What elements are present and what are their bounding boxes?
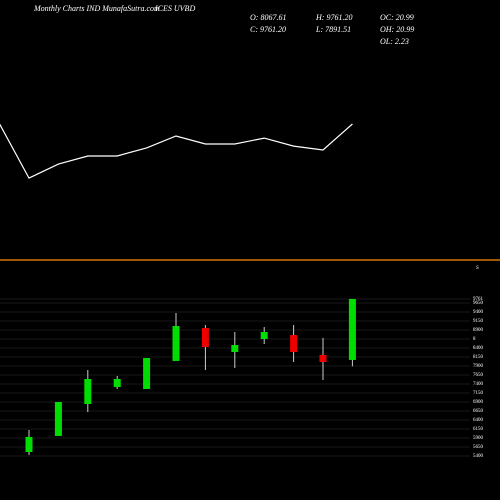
candle-body — [201, 327, 209, 347]
y-tick-label: 7650 — [473, 373, 484, 378]
ohlc-stat: H: 9761.20 — [315, 13, 352, 22]
candle-body — [231, 345, 239, 352]
y-tick-label: 7900 — [473, 364, 484, 369]
ohlc-stat: L: 7891.51 — [315, 25, 351, 34]
candle-body — [84, 378, 92, 405]
y-tick-label: 9400 — [473, 310, 484, 315]
y-tick-label: 8900 — [473, 328, 484, 333]
ohlc-stat: O: 8067.61 — [250, 13, 286, 22]
y-tick-label: 6400 — [473, 418, 484, 423]
candle-body — [143, 358, 151, 390]
ohlc-stat: OL: 2.23 — [380, 37, 409, 46]
ohlc-stat: C: 9761.20 — [250, 25, 286, 34]
y-tick-label: 8150 — [473, 355, 484, 360]
candle-body — [319, 354, 327, 363]
symbol: ICES UVBD — [154, 4, 195, 13]
level-label: S — [476, 266, 479, 271]
y-tick-label: 6900 — [473, 400, 484, 405]
y-tick-label: 9761 — [473, 297, 484, 302]
indicator-line — [0, 123, 353, 179]
candle-body — [172, 326, 180, 361]
y-tick-label: 8400 — [473, 346, 484, 351]
y-tick-label: 7400 — [473, 382, 484, 387]
candle-body — [260, 332, 268, 339]
y-tick-label: 5900 — [473, 436, 484, 441]
y-tick-label: 7150 — [473, 391, 484, 396]
ohlc-stat: OH: 20.99 — [380, 25, 414, 34]
y-tick-label: 6150 — [473, 427, 484, 432]
y-tick-label: 5400 — [473, 454, 484, 459]
y-tick-label: 8 — [473, 337, 476, 342]
y-tick-label: 6650 — [473, 409, 484, 414]
candle-body — [25, 436, 33, 453]
candle-body — [113, 378, 121, 387]
y-tick-label: 9150 — [473, 319, 484, 324]
y-tick-label: 5650 — [473, 445, 484, 450]
site-title: Monthly Charts IND MunafaSutra.com — [33, 4, 160, 13]
candle-body — [54, 402, 62, 436]
y-tick-label: 9650 — [473, 301, 484, 306]
ohlc-stat: OC: 20.99 — [380, 13, 414, 22]
candle-body — [348, 298, 356, 360]
candle-body — [290, 335, 298, 352]
